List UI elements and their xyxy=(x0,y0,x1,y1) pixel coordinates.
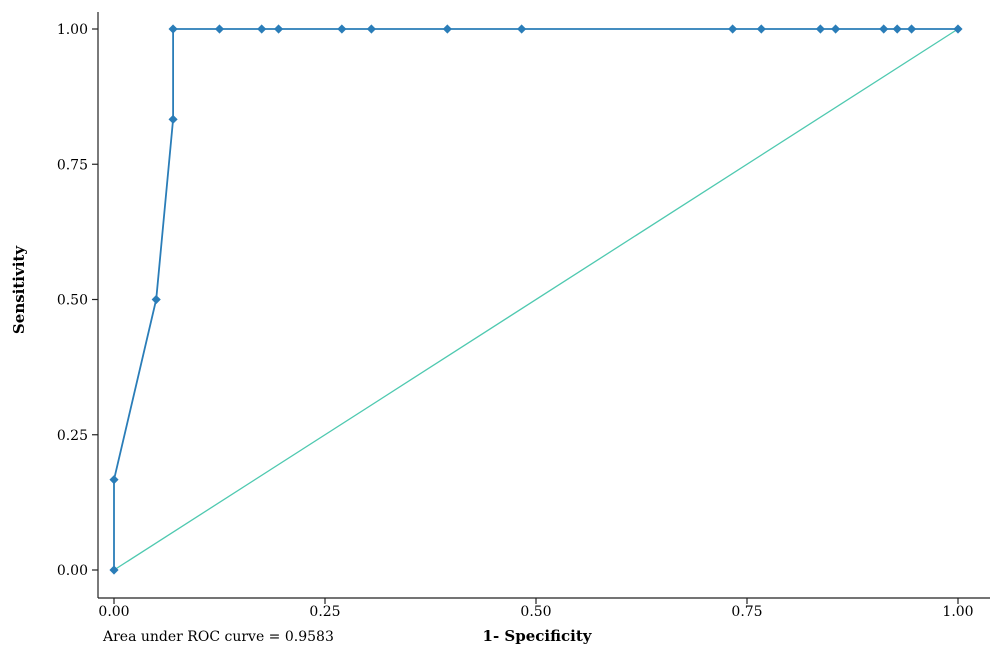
roc-point xyxy=(879,24,889,34)
roc-point xyxy=(168,114,178,124)
roc-point xyxy=(907,24,917,34)
roc-point xyxy=(151,294,161,305)
roc-point xyxy=(168,24,178,34)
roc-point xyxy=(953,24,963,34)
x-tick-label: 0.00 xyxy=(98,604,129,620)
x-axis-ticks: 0.00 0.25 0.50 0.75 1.00 xyxy=(98,598,974,620)
roc-point xyxy=(831,24,841,34)
roc-point xyxy=(109,475,119,485)
roc-point xyxy=(274,24,284,34)
roc-point xyxy=(257,24,267,34)
axes xyxy=(97,12,990,599)
roc-point xyxy=(815,24,825,34)
series-layer xyxy=(109,24,963,575)
roc-point xyxy=(109,565,119,575)
reference-line xyxy=(113,28,959,571)
x-tick-label: 0.50 xyxy=(520,604,551,620)
y-tick-label: 0.75 xyxy=(57,157,88,173)
auc-annotation: Area under ROC curve = 0.9583 xyxy=(102,629,334,645)
x-tick-label: 0.75 xyxy=(731,604,762,620)
y-axis-ticks: 0.00 0.25 0.50 0.75 1.00 xyxy=(57,22,98,579)
roc-curve xyxy=(113,28,958,570)
roc-point xyxy=(892,24,902,34)
x-axis-title: 1- Specificity xyxy=(483,627,593,645)
y-tick-label: 0.25 xyxy=(57,428,88,444)
x-tick-label: 0.25 xyxy=(309,604,340,620)
roc-point xyxy=(728,24,738,34)
roc-point xyxy=(517,24,527,34)
roc-point xyxy=(442,24,452,34)
roc-point xyxy=(756,24,766,34)
roc-point xyxy=(337,24,347,34)
y-tick-label: 0.00 xyxy=(57,563,88,579)
y-tick-label: 0.50 xyxy=(57,293,88,309)
roc-point xyxy=(366,24,376,34)
y-axis-title: Sensitivity xyxy=(10,245,28,334)
x-tick-label: 1.00 xyxy=(942,604,973,620)
roc-point xyxy=(214,24,225,34)
y-tick-label: 1.00 xyxy=(57,22,88,38)
